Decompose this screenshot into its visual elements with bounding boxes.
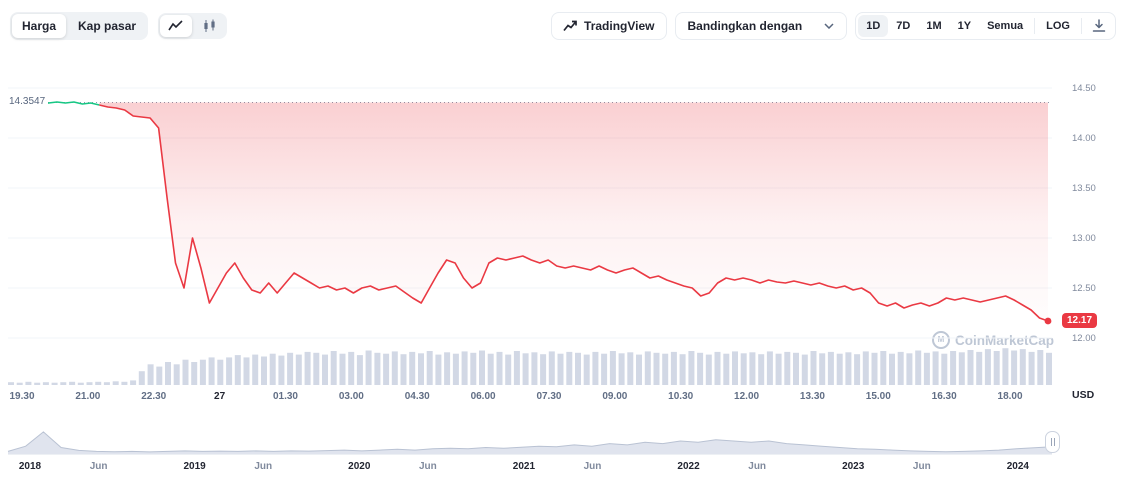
tradingview-button[interactable]: TradingView <box>551 12 667 40</box>
toolbar-right: TradingView Bandingkan dengan 1D 7D 1M 1Y Se… <box>551 12 1116 40</box>
range-button-1m[interactable]: 1M <box>918 15 949 37</box>
x-axis-label: 03.00 <box>338 391 364 402</box>
x-axis-label: 15.00 <box>865 391 891 402</box>
range-button-1y[interactable]: 1Y <box>950 15 979 37</box>
x-axis-label: 21.00 <box>75 391 101 402</box>
chart-type-toggle <box>158 13 228 39</box>
x-axis-label: 19.30 <box>9 391 35 402</box>
chart-toolbar: Harga Kap pasar <box>10 12 1116 40</box>
navigator-axis-label: 2023 <box>842 461 865 472</box>
navigator-axis-label: Jun <box>912 461 931 472</box>
navigator-axis-label: 2024 <box>1006 461 1029 472</box>
y-axis-label: 13.50 <box>1072 183 1096 194</box>
compare-label: Bandingkan dengan <box>687 19 803 33</box>
y-axis-label: 12.00 <box>1072 333 1096 344</box>
navigator-axis-label: 2020 <box>348 461 371 472</box>
navigator-axis-label: 2022 <box>677 461 700 472</box>
previous-close-label: 14.3547 <box>6 95 49 107</box>
navigator-axis-label: 2021 <box>512 461 536 472</box>
x-axis-label: 16.30 <box>931 391 957 402</box>
currency-label: USD <box>1072 389 1095 401</box>
divider <box>1081 18 1082 34</box>
x-axis-label: 06.00 <box>470 391 496 402</box>
x-axis-label: 01.30 <box>272 391 298 402</box>
watermark-text: CoinMarketCap <box>955 332 1055 348</box>
navigator-axis-label: Jun <box>583 461 602 472</box>
line-chart-icon-button[interactable] <box>160 15 193 37</box>
watermark: M CoinMarketCap <box>932 331 1054 349</box>
compare-dropdown[interactable]: Bandingkan dengan <box>674 12 848 40</box>
line-chart-icon <box>168 20 183 31</box>
navigator-axis-label: Jun <box>418 461 437 472</box>
candlestick-icon <box>204 19 215 32</box>
toolbar-left: Harga Kap pasar <box>10 12 228 40</box>
navigator-axis-label: 2018 <box>18 461 42 472</box>
last-price-badge: 12.17 <box>1062 313 1098 328</box>
y-axis-label: 14.00 <box>1072 133 1096 144</box>
tradingview-label: TradingView <box>584 19 655 33</box>
range-button-semua[interactable]: Semua <box>979 15 1031 37</box>
range-selector: 1D 7D 1M 1Y Semua LOG <box>855 12 1116 40</box>
coinmarketcap-logo-icon: M <box>932 331 950 349</box>
x-axis-label: 18.00 <box>997 391 1023 402</box>
range-button-7d[interactable]: 7D <box>888 15 918 37</box>
metric-tabs: Harga Kap pasar <box>10 12 149 40</box>
x-axis-label: 10.30 <box>668 391 694 402</box>
x-axis-label: 12.00 <box>734 391 760 402</box>
y-axis-label: 13.00 <box>1072 233 1096 244</box>
tab-kap-pasar[interactable]: Kap pasar <box>78 19 137 33</box>
tradingview-icon <box>563 20 577 32</box>
navigator-right-handle[interactable] <box>1045 431 1060 453</box>
x-axis-label: 07.30 <box>536 391 562 402</box>
x-axis-label: 22.30 <box>141 391 167 402</box>
navigator-axis-label: Jun <box>748 461 767 472</box>
download-icon <box>1092 19 1106 32</box>
candlestick-icon-button[interactable] <box>194 15 225 37</box>
divider <box>1034 18 1036 34</box>
range-buttons: 1D 7D 1M 1Y Semua <box>858 15 1031 37</box>
x-axis-label: 13.30 <box>799 391 825 402</box>
log-scale-button[interactable]: LOG <box>1038 15 1078 37</box>
range-button-1d[interactable]: 1D <box>858 15 889 37</box>
navigator-year-labels: 2018 Jun 2019 Jun 2020 Jun 2021 Jun 2022 Jun 2023 J… <box>0 461 1124 475</box>
chevron-down-icon <box>824 23 834 29</box>
navigator-axis-label: 2019 <box>183 461 206 472</box>
tab-harga[interactable]: Harga <box>12 14 67 38</box>
y-axis-label: 14.50 <box>1072 83 1096 94</box>
y-axis-label: 12.50 <box>1072 283 1096 294</box>
x-axis-label: 09.00 <box>602 391 628 402</box>
x-axis-label: 27 <box>214 391 226 402</box>
download-button[interactable] <box>1085 16 1113 36</box>
navigator-axis-label: Jun <box>254 461 273 472</box>
navigator-axis-label: Jun <box>89 461 108 472</box>
x-axis-label: 04.30 <box>404 391 430 402</box>
x-axis-labels: 19.30 21.00 22.30 27 01.30 03.00 04.30 06.00 07.… <box>0 391 1124 405</box>
